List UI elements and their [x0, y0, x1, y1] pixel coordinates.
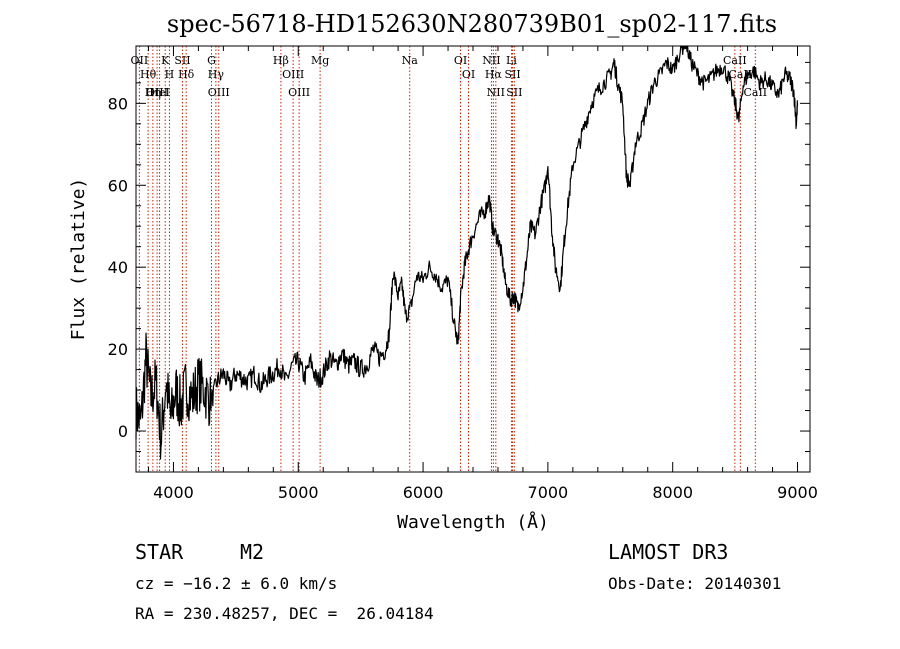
line-label: CaII: [743, 86, 767, 99]
line-label: OIII: [282, 68, 304, 81]
line-label: K: [161, 54, 170, 67]
object-class: STAR: [135, 540, 184, 564]
survey-name: LAMOST DR3: [608, 540, 729, 564]
y-tick-label: 60: [108, 176, 128, 195]
line-label: SII: [506, 86, 522, 99]
object-subclass: M2: [240, 540, 265, 564]
x-tick-label: 4000: [153, 483, 194, 502]
line-label: OI: [462, 68, 475, 81]
line-label: Hδ: [178, 68, 195, 81]
x-tick-label: 8000: [652, 483, 693, 502]
line-label: Hθ: [140, 68, 157, 81]
y-tick-label: 80: [108, 94, 128, 113]
line-label: Hβ: [273, 54, 289, 67]
coordinates: RA = 230.48257, DEC = 26.04184: [135, 604, 434, 623]
spectrum-line: [135, 45, 799, 460]
line-label: Hα: [485, 68, 503, 81]
line-label: Mg: [311, 54, 329, 67]
x-tick-label: 5000: [278, 483, 319, 502]
redshift-velocity: cz = −16.2 ± 6.0 km/s: [135, 574, 338, 593]
line-label: HeI: [149, 86, 169, 99]
y-tick-label: 0: [118, 422, 128, 441]
line-label: CaII: [723, 54, 747, 67]
line-label: H: [165, 68, 175, 81]
line-label: Na: [402, 54, 419, 67]
line-label: OI: [454, 54, 467, 67]
line-label: OIII: [146, 86, 168, 99]
line-label: G: [207, 54, 216, 67]
line-label: NII: [487, 86, 505, 99]
x-tick-label: 7000: [528, 483, 569, 502]
line-label: SII: [174, 54, 190, 67]
x-tick-label: 6000: [403, 483, 444, 502]
line-label: Li: [506, 54, 517, 67]
plot-frame: [135, 45, 811, 473]
x-axis-label: Wavelength (Å): [397, 511, 549, 533]
line-label: OII: [131, 54, 149, 67]
line-label: SII: [504, 68, 520, 81]
y-axis-label: Flux (relative): [68, 178, 89, 341]
line-label: Hγ: [208, 68, 225, 81]
chart-title: spec-56718-HD152630N280739B01_sp02-117.f…: [167, 10, 777, 38]
y-tick-label: 20: [108, 340, 128, 359]
line-label: OIII: [288, 86, 310, 99]
line-label: NII: [482, 54, 500, 67]
x-tick-label: 9000: [777, 483, 818, 502]
line-label: CaII: [729, 68, 753, 81]
line-label: Hη: [145, 86, 161, 99]
line-label: OIII: [208, 86, 230, 99]
y-tick-label: 40: [108, 258, 128, 277]
observation-date: Obs-Date: 20140301: [608, 574, 782, 593]
